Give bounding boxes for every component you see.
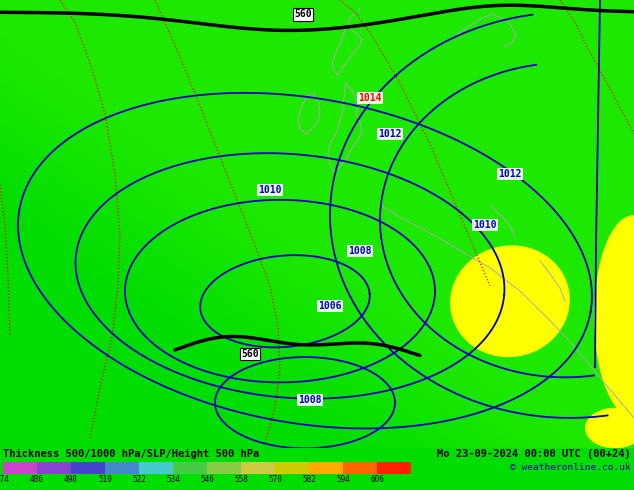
Bar	[207, 462, 241, 474]
Ellipse shape	[594, 215, 634, 418]
Text: 594: 594	[336, 475, 350, 484]
Bar	[37, 462, 71, 474]
Text: 1010: 1010	[258, 185, 281, 195]
Text: 1012: 1012	[378, 129, 402, 139]
Bar	[105, 462, 139, 474]
Text: 522: 522	[132, 475, 146, 484]
Text: 560: 560	[241, 349, 259, 359]
Text: 474: 474	[0, 475, 10, 484]
Bar	[71, 462, 105, 474]
Text: 1010: 1010	[473, 220, 497, 230]
Bar	[3, 462, 37, 474]
Text: © weatheronline.co.uk: © weatheronline.co.uk	[510, 463, 631, 472]
Ellipse shape	[585, 408, 634, 448]
Text: 1008: 1008	[348, 245, 372, 256]
Bar	[139, 462, 173, 474]
Text: 498: 498	[64, 475, 78, 484]
Text: 510: 510	[98, 475, 112, 484]
Ellipse shape	[450, 245, 570, 357]
Text: 1008: 1008	[298, 394, 321, 405]
Bar	[241, 462, 275, 474]
Text: Thickness 500/1000 hPa/SLP/Height 500 hPa: Thickness 500/1000 hPa/SLP/Height 500 hP…	[3, 449, 259, 459]
Text: 534: 534	[166, 475, 180, 484]
Text: 606: 606	[370, 475, 384, 484]
Bar	[377, 462, 411, 474]
Text: 1014: 1014	[358, 94, 382, 103]
Bar	[343, 462, 377, 474]
Text: 582: 582	[302, 475, 316, 484]
Text: 558: 558	[234, 475, 248, 484]
Text: 560: 560	[294, 9, 312, 19]
Text: 546: 546	[200, 475, 214, 484]
Bar	[275, 462, 309, 474]
Text: Mo 23-09-2024 00:00 UTC (00+24): Mo 23-09-2024 00:00 UTC (00+24)	[437, 449, 631, 459]
Text: 570: 570	[268, 475, 282, 484]
Text: 1012: 1012	[498, 170, 522, 179]
Bar	[173, 462, 207, 474]
Text: 486: 486	[30, 475, 44, 484]
Bar	[309, 462, 343, 474]
Text: 1006: 1006	[318, 301, 342, 311]
